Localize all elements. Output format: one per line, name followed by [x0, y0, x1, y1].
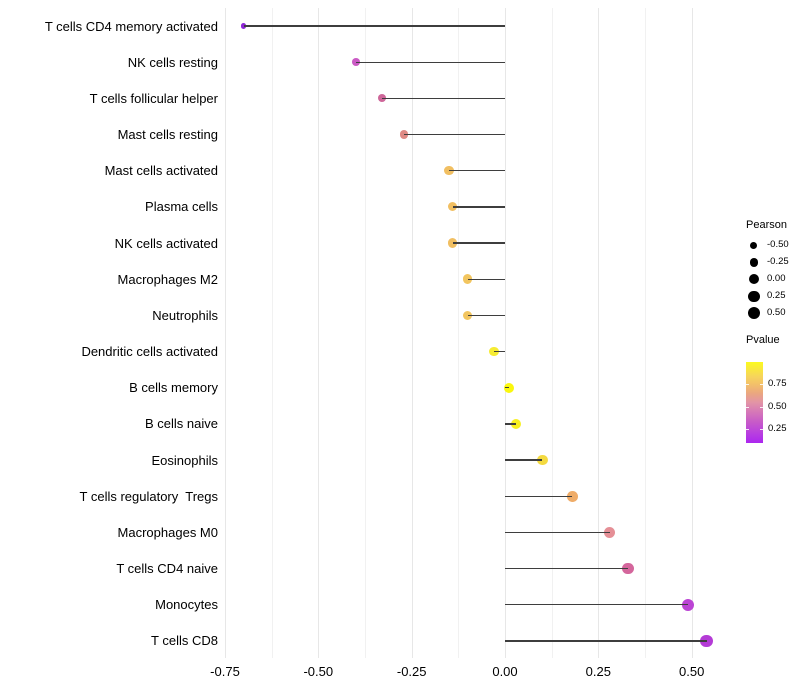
- legend-size-dot: [750, 241, 758, 249]
- x-tick-label: -0.75: [210, 664, 240, 679]
- cell-type-label: NK cells activated: [114, 235, 218, 251]
- gridline-major: [691, 8, 693, 658]
- gridline-minor: [458, 8, 460, 658]
- lollipop-stem: [452, 206, 505, 208]
- lollipop-stem: [505, 387, 509, 389]
- colorbar-tick: [760, 428, 763, 430]
- lollipop-stem: [505, 567, 629, 570]
- cell-type-label: Monocytes: [155, 597, 218, 613]
- colorbar-tick: [746, 384, 749, 386]
- lollipop-stem: [505, 604, 688, 606]
- x-tick-label: -0.50: [303, 664, 334, 679]
- lollipop-stem: [452, 242, 505, 244]
- x-tick-label: 0.00: [492, 664, 518, 679]
- cell-type-label: Neutrophils: [152, 307, 218, 323]
- legend-size-label: -0.25: [767, 256, 789, 268]
- lollipop-dot: [566, 490, 578, 502]
- legend-size-label: 0.00: [767, 273, 786, 285]
- cell-type-label: Mast cells resting: [117, 127, 218, 142]
- legend-size-label: 0.25: [767, 290, 786, 302]
- lollipop-dot: [537, 454, 548, 466]
- cell-type-label: T cells regulatory Tregs: [79, 488, 218, 504]
- colorbar-tick: [746, 428, 749, 430]
- gridline-minor: [551, 8, 553, 658]
- cell-type-label: T cells CD8: [151, 633, 218, 649]
- lollipop-stem: [505, 531, 610, 534]
- x-tick-label: -0.25: [396, 664, 427, 679]
- colorbar-tick: [760, 384, 763, 386]
- gridline-major: [318, 8, 320, 658]
- lollipop-dot: [603, 526, 616, 538]
- cell-type-label: Eosinophils: [151, 452, 219, 468]
- cell-type-label: B cells memory: [129, 380, 218, 396]
- lollipop-stem: [381, 97, 505, 99]
- legend-size-dot: [747, 307, 761, 320]
- lollipop-stem: [243, 25, 505, 27]
- x-tick-label: 0.25: [585, 664, 611, 679]
- lollipop-stem: [355, 61, 505, 63]
- gridline-major: [598, 8, 600, 658]
- cell-type-label: Plasma cells: [145, 199, 218, 215]
- lollipop-stem: [404, 133, 505, 136]
- cell-type-label: T cells CD4 naive: [116, 561, 218, 577]
- lollipop-stem: [505, 495, 573, 497]
- gridline-minor: [645, 8, 646, 658]
- lollipop-dot: [503, 382, 514, 393]
- gridline-major: [225, 8, 226, 658]
- colorbar-tick: [760, 406, 763, 408]
- colorbar-tick-label: 0.25: [768, 422, 787, 434]
- cell-type-label: Dendritic cells activated: [81, 344, 218, 360]
- lollipop-stem: [449, 170, 505, 172]
- legend-size-dot: [748, 290, 760, 302]
- lollipop-dot: [462, 274, 473, 284]
- lollipop-stem: [467, 314, 505, 317]
- colorbar-tick: [746, 406, 749, 408]
- cell-type-label: NK cells resting: [127, 54, 218, 70]
- lollipop-stem: [467, 278, 505, 280]
- legend-size-dot: [749, 258, 759, 267]
- lollipop-dot: [462, 310, 473, 321]
- lollipop-dot: [377, 94, 386, 103]
- gridline-minor: [271, 8, 273, 658]
- lollipop-dot: [444, 166, 454, 176]
- gridline-major: [411, 8, 413, 658]
- cell-type-label: Mast cells activated: [104, 163, 218, 179]
- gridline-minor: [365, 8, 366, 658]
- cell-type-label: Macrophages M0: [117, 524, 218, 540]
- cell-type-label: T cells follicular helper: [89, 90, 218, 106]
- lollipop-dot: [681, 598, 694, 611]
- pvalue-colorbar: [746, 362, 763, 443]
- lollipop-stem: [505, 459, 543, 461]
- cell-type-label: B cells naive: [145, 416, 218, 432]
- legend-color-title: Pvalue: [746, 334, 780, 346]
- lollipop-stem: [493, 350, 505, 353]
- x-tick-label: 0.50: [679, 664, 705, 679]
- colorbar-tick-label: 0.75: [768, 378, 787, 390]
- cell-type-label: T cells CD4 memory activated: [44, 18, 218, 34]
- gridline-major: [505, 8, 506, 658]
- legend-size-label: 0.50: [767, 307, 786, 319]
- cell-type-label: Macrophages M2: [117, 271, 218, 287]
- lollipop-stem: [505, 423, 517, 425]
- legend-size-title: Pearson: [746, 219, 787, 231]
- legend-size-dot: [749, 274, 759, 285]
- colorbar-tick-label: 0.50: [768, 400, 787, 412]
- lollipop-stem: [505, 640, 707, 642]
- legend-size-label: -0.50: [767, 239, 789, 251]
